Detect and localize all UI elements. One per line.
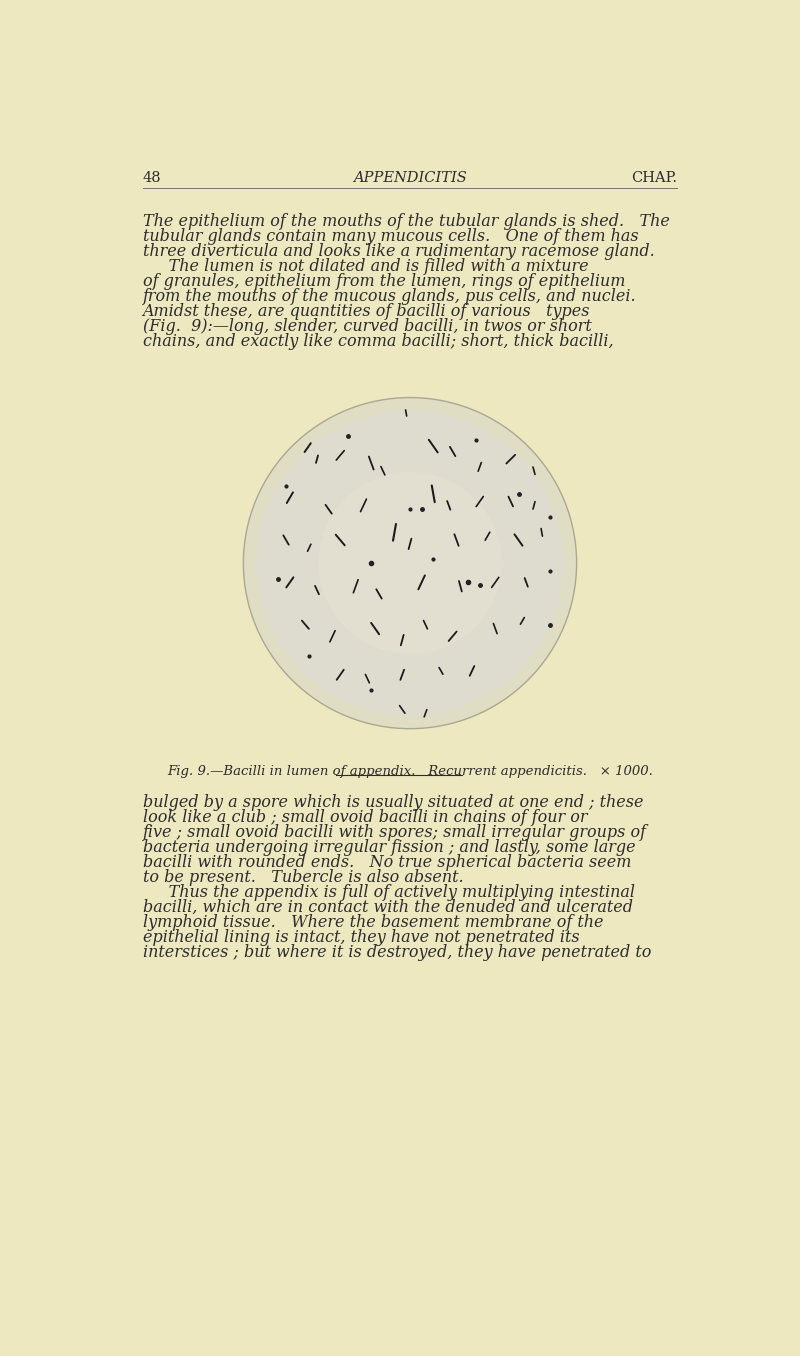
Text: 48: 48 (142, 171, 162, 186)
Circle shape (318, 472, 502, 654)
Text: bacilli, which are in contact with the denuded and ulcerated: bacilli, which are in contact with the d… (142, 899, 633, 917)
Text: Fig. 9.—Bacilli in lumen of appendix.   Recurrent appendicitis.   × 1000.: Fig. 9.—Bacilli in lumen of appendix. Re… (167, 765, 653, 778)
Text: three diverticula and looks like a rudimentary racemose gland.: three diverticula and looks like a rudim… (142, 243, 654, 260)
Text: chains, and exactly like comma bacilli; short, thick bacilli,: chains, and exactly like comma bacilli; … (142, 332, 614, 350)
Text: interstices ; but where it is destroyed, they have penetrated to: interstices ; but where it is destroyed,… (142, 944, 651, 961)
Circle shape (257, 411, 563, 716)
Text: from the mouths of the mucous glands, pus cells, and nuclei.: from the mouths of the mucous glands, pu… (142, 287, 636, 305)
Text: The lumen is not dilated and is filled with a mixture: The lumen is not dilated and is filled w… (142, 258, 588, 275)
Text: to be present.   Tubercle is also absent.: to be present. Tubercle is also absent. (142, 869, 463, 887)
Text: tubular glands contain many mucous cells.   One of them has: tubular glands contain many mucous cells… (142, 228, 638, 245)
Text: Amidst these, are quantities of bacilli of various   types: Amidst these, are quantities of bacilli … (142, 302, 590, 320)
Text: The epithelium of the mouths of the tubular glands is shed.   The: The epithelium of the mouths of the tubu… (142, 213, 670, 229)
Circle shape (243, 397, 577, 728)
Text: of granules, epithelium from the lumen, rings of epithelium: of granules, epithelium from the lumen, … (142, 273, 625, 290)
Text: look like a club ; small ovoid bacilli in chains of four or: look like a club ; small ovoid bacilli i… (142, 810, 587, 826)
Text: five ; small ovoid bacilli with spores; small irregular groups of: five ; small ovoid bacilli with spores; … (142, 824, 646, 841)
Text: bacilli with rounded ends.   No true spherical bacteria seem: bacilli with rounded ends. No true spher… (142, 854, 631, 871)
Text: bulged by a spore which is usually situated at one end ; these: bulged by a spore which is usually situa… (142, 795, 643, 811)
Text: CHAP.: CHAP. (631, 171, 678, 186)
Text: APPENDICITIS: APPENDICITIS (353, 171, 467, 186)
Text: epithelial lining is intact, they have not penetrated its: epithelial lining is intact, they have n… (142, 929, 579, 946)
Text: Thus the appendix is full of actively multiplying intestinal: Thus the appendix is full of actively mu… (142, 884, 634, 902)
Text: bacteria undergoing irregular fission ; and lastly, some large: bacteria undergoing irregular fission ; … (142, 839, 635, 856)
Text: (Fig.  9):—long, slender, curved bacilli, in twos or short: (Fig. 9):—long, slender, curved bacilli,… (142, 317, 591, 335)
Text: lymphoid tissue.   Where the basement membrane of the: lymphoid tissue. Where the basement memb… (142, 914, 603, 932)
